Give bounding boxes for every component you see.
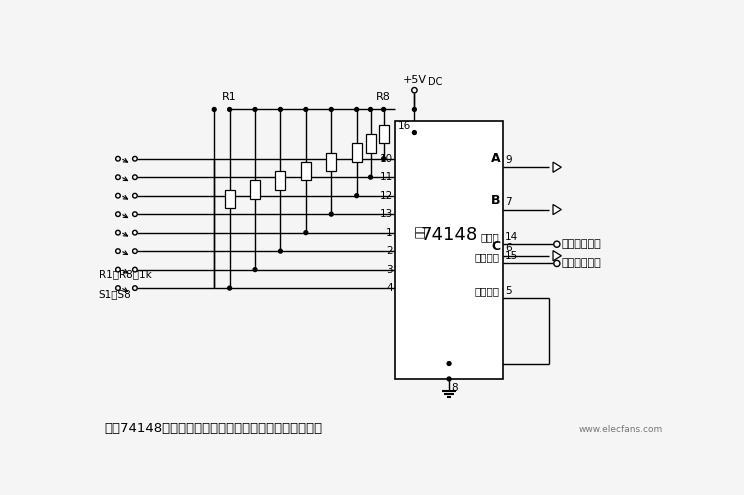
Bar xyxy=(327,152,336,171)
Circle shape xyxy=(412,131,417,135)
Text: 14: 14 xyxy=(505,232,519,242)
Circle shape xyxy=(355,107,359,111)
Circle shape xyxy=(132,230,137,235)
Circle shape xyxy=(368,175,373,179)
Text: 组信号: 组信号 xyxy=(481,233,499,243)
Text: 11: 11 xyxy=(379,172,393,182)
Polygon shape xyxy=(553,204,561,215)
Bar xyxy=(301,162,311,180)
Bar xyxy=(250,180,260,199)
Text: 10: 10 xyxy=(379,154,393,164)
Circle shape xyxy=(132,212,137,216)
Bar xyxy=(275,171,286,190)
Text: 74148: 74148 xyxy=(420,226,478,244)
Circle shape xyxy=(115,194,121,198)
Text: 输入: 输入 xyxy=(415,225,425,238)
Text: www.elecfans.com: www.elecfans.com xyxy=(579,425,663,435)
Bar xyxy=(395,121,503,379)
Polygon shape xyxy=(553,250,561,261)
Circle shape xyxy=(132,286,137,291)
Circle shape xyxy=(330,107,333,111)
Circle shape xyxy=(115,249,121,253)
Circle shape xyxy=(412,107,417,111)
Circle shape xyxy=(132,156,137,161)
Circle shape xyxy=(554,241,560,248)
Circle shape xyxy=(115,156,121,161)
Circle shape xyxy=(304,231,308,235)
Bar xyxy=(379,125,388,144)
Text: 5: 5 xyxy=(505,286,512,296)
Circle shape xyxy=(554,260,560,266)
Text: 6: 6 xyxy=(505,244,512,253)
Bar xyxy=(365,134,376,152)
Text: R8: R8 xyxy=(376,92,391,102)
Text: 7: 7 xyxy=(505,197,512,207)
Text: 使用74148优先权编码器的多路开关探测装置基本连线图: 使用74148优先权编码器的多路开关探测装置基本连线图 xyxy=(104,423,322,436)
Text: 4: 4 xyxy=(386,283,393,293)
Circle shape xyxy=(447,377,451,381)
Circle shape xyxy=(253,107,257,111)
Text: 3: 3 xyxy=(386,265,393,275)
Text: 2: 2 xyxy=(386,246,393,256)
Circle shape xyxy=(115,175,121,180)
Circle shape xyxy=(228,107,231,111)
Circle shape xyxy=(304,107,308,111)
Circle shape xyxy=(115,212,121,216)
Text: +5V: +5V xyxy=(403,75,427,85)
Circle shape xyxy=(411,88,417,93)
Text: 使能输出: 使能输出 xyxy=(474,252,499,262)
Circle shape xyxy=(368,107,373,111)
Circle shape xyxy=(228,286,231,290)
Text: 13: 13 xyxy=(379,209,393,219)
Circle shape xyxy=(253,268,257,272)
Text: C: C xyxy=(492,241,501,253)
Text: R1: R1 xyxy=(222,92,237,102)
Circle shape xyxy=(115,286,121,291)
Text: A: A xyxy=(491,152,501,165)
Text: S1到S8: S1到S8 xyxy=(99,290,132,299)
Circle shape xyxy=(115,230,121,235)
Text: DC: DC xyxy=(429,77,443,87)
Text: R1到R8为1k: R1到R8为1k xyxy=(99,269,152,279)
Circle shape xyxy=(278,107,283,111)
Text: 使能输入: 使能输入 xyxy=(474,287,499,297)
Circle shape xyxy=(132,175,137,180)
Circle shape xyxy=(330,212,333,216)
Circle shape xyxy=(447,362,451,365)
Circle shape xyxy=(278,249,283,253)
Circle shape xyxy=(132,194,137,198)
Text: 12: 12 xyxy=(379,191,393,200)
Bar xyxy=(225,190,234,208)
Text: 开关闭合为低: 开关闭合为低 xyxy=(562,258,601,268)
Text: 1: 1 xyxy=(386,228,393,238)
Circle shape xyxy=(382,157,385,161)
Bar xyxy=(352,144,362,162)
Text: 16: 16 xyxy=(397,121,411,131)
Circle shape xyxy=(355,194,359,198)
Circle shape xyxy=(382,107,385,111)
Text: 开关闭合为高: 开关闭合为高 xyxy=(562,239,601,249)
Text: B: B xyxy=(491,194,501,207)
Circle shape xyxy=(115,267,121,272)
Text: 9: 9 xyxy=(505,155,512,165)
Circle shape xyxy=(132,267,137,272)
Polygon shape xyxy=(553,162,561,172)
Circle shape xyxy=(132,249,137,253)
Text: 8: 8 xyxy=(452,383,458,393)
Circle shape xyxy=(212,107,217,111)
Text: 15: 15 xyxy=(505,251,519,261)
